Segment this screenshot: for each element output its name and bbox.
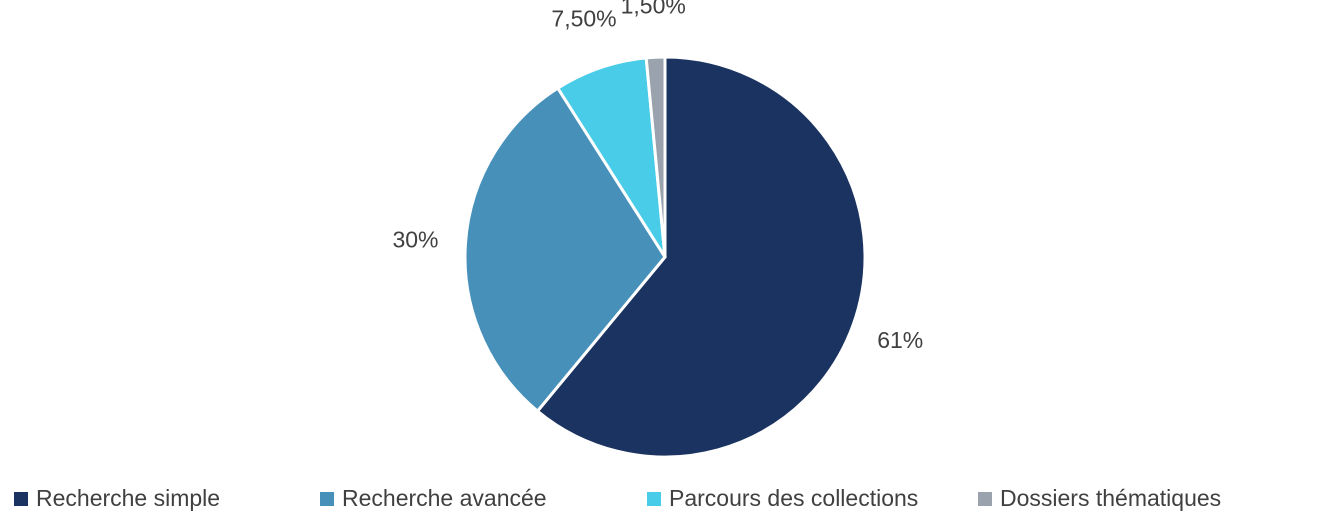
data-label: 1,50%: [621, 0, 686, 18]
legend-swatch: [647, 492, 661, 506]
legend-label: Recherche avancée: [342, 485, 547, 511]
legend-swatch: [14, 492, 28, 506]
data-label: 30%: [392, 226, 438, 252]
pie-slice: [535, 55, 867, 459]
legend-label: Dossiers thématiques: [1000, 485, 1221, 511]
data-label: 61%: [877, 327, 923, 353]
legend-label: Parcours des collections: [669, 485, 918, 511]
legend-swatch: [978, 492, 992, 506]
data-label: 7,50%: [551, 6, 616, 32]
pie-slice: [463, 86, 667, 414]
legend-swatch: [320, 492, 334, 506]
pie-slice: [644, 55, 667, 258]
legend-label: Recherche simple: [36, 485, 220, 511]
